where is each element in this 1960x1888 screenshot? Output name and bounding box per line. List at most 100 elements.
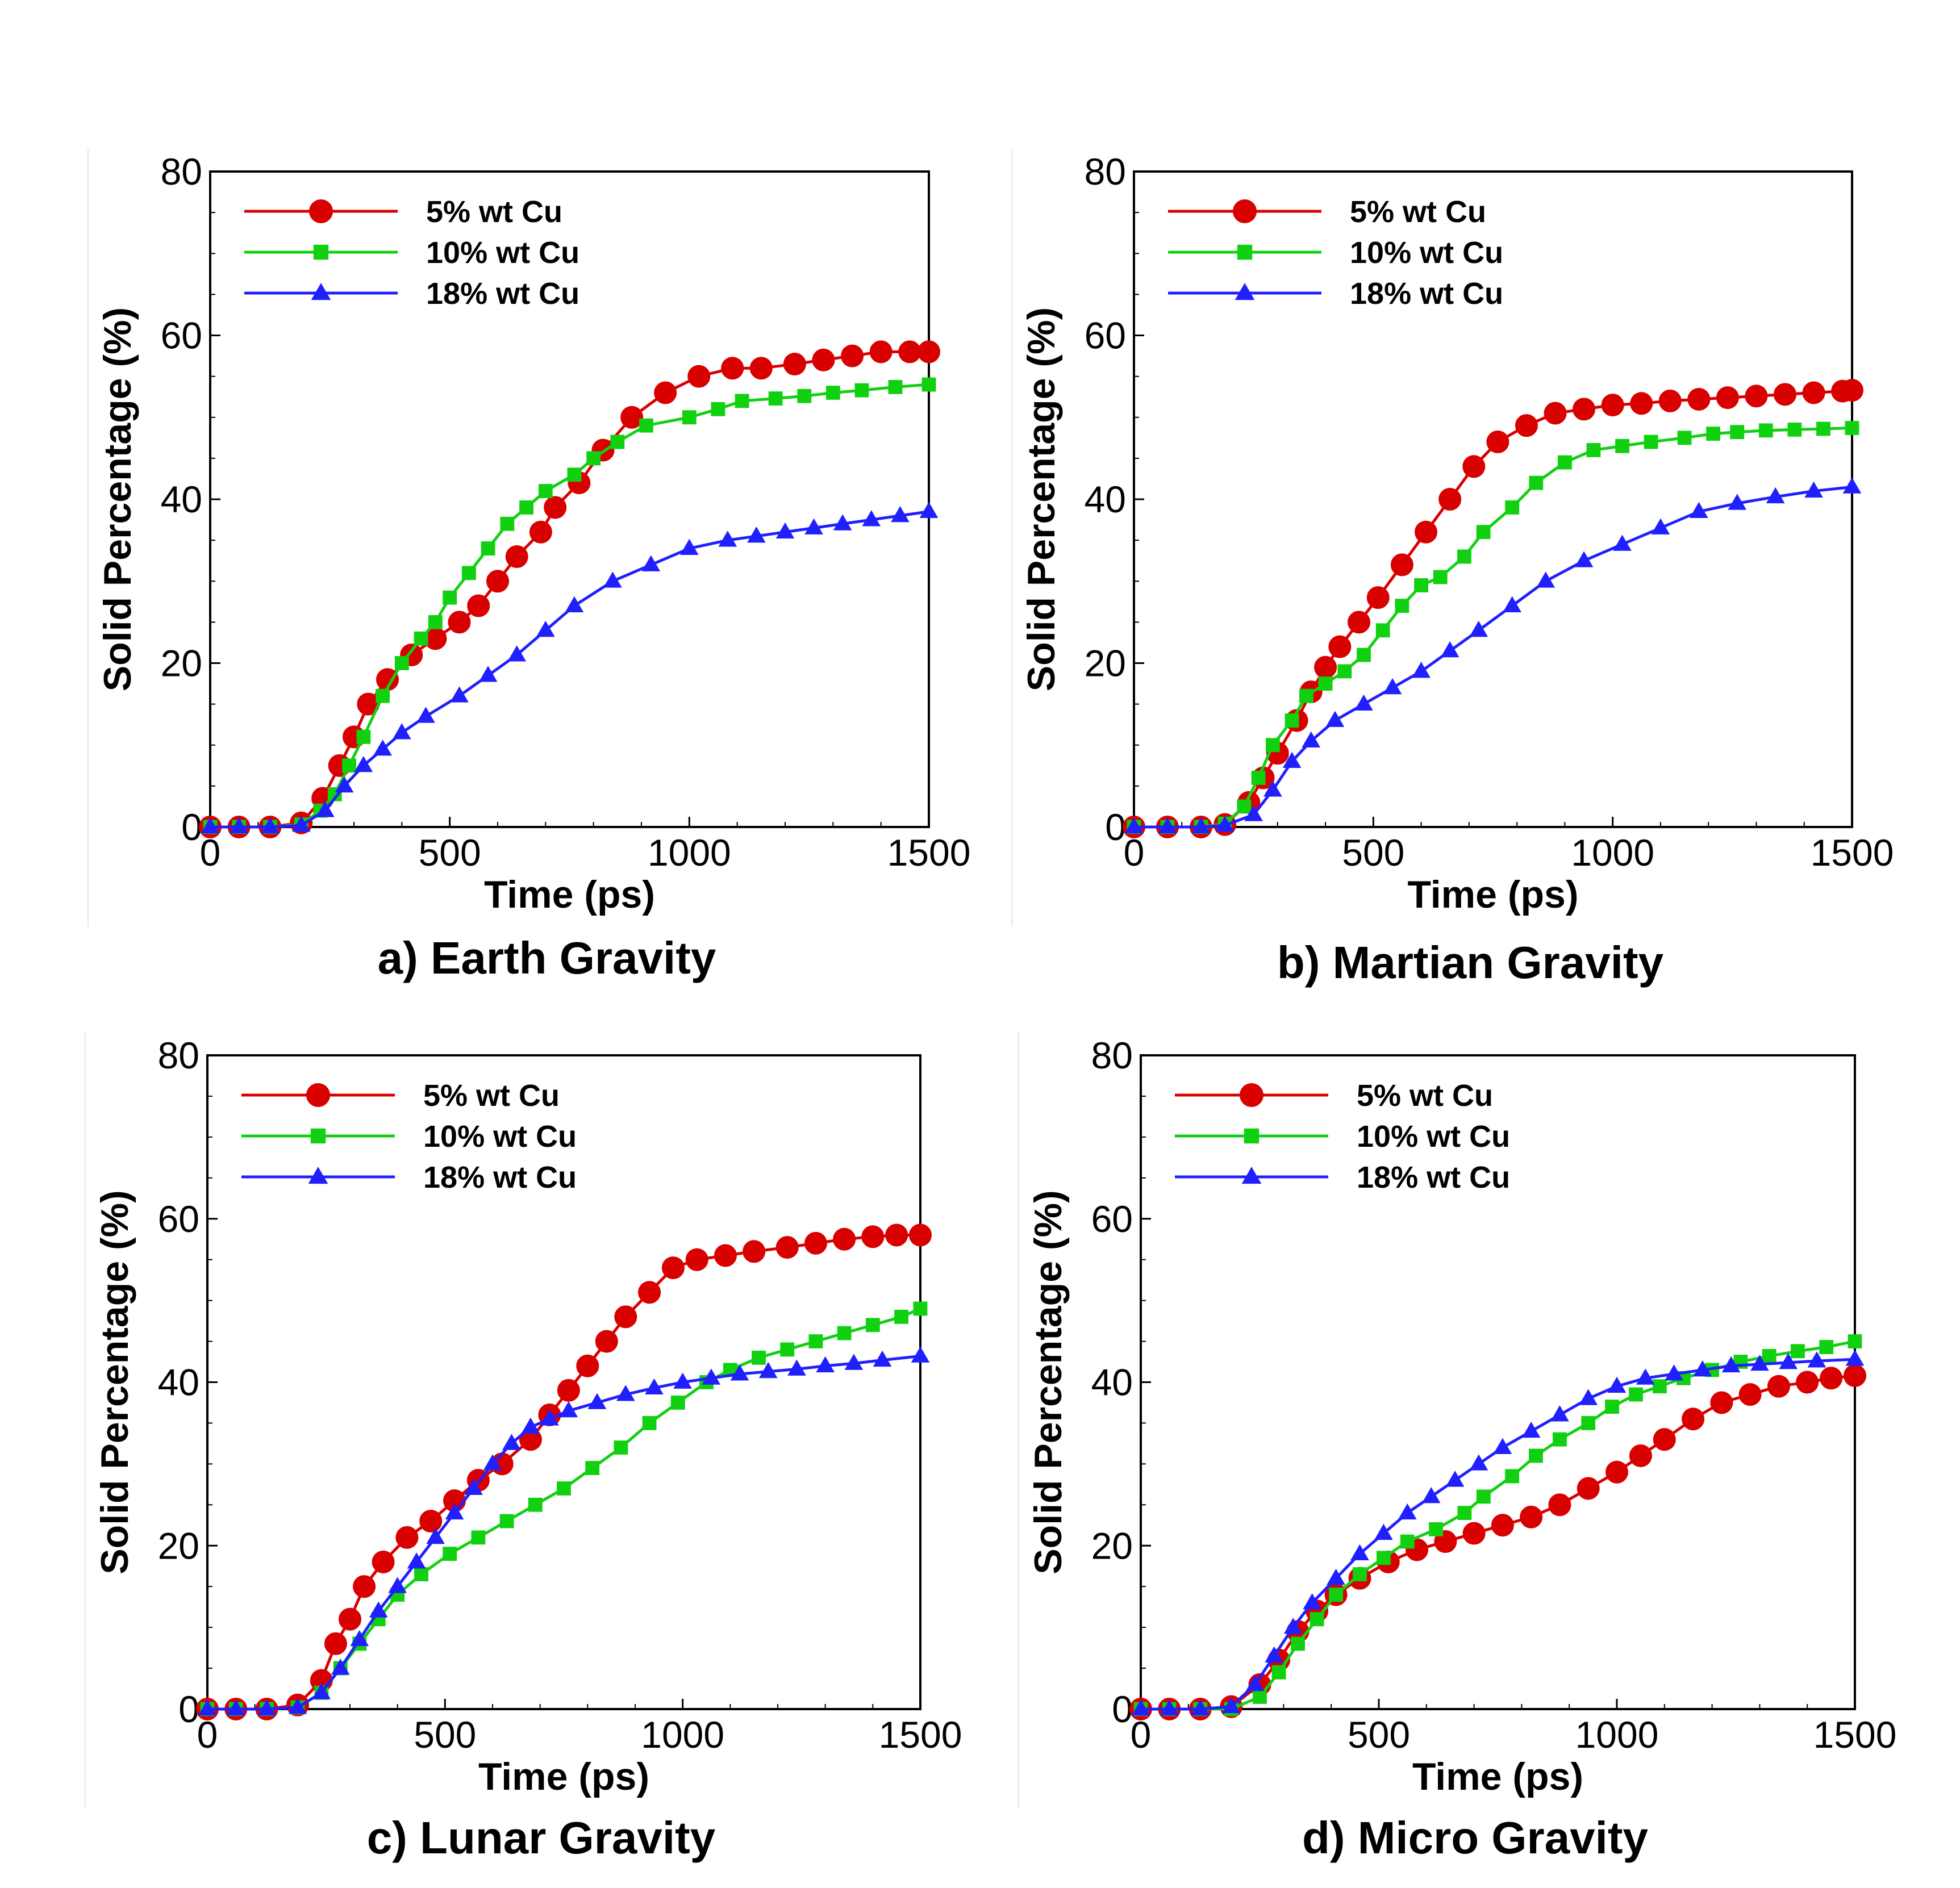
data-point xyxy=(1845,421,1859,435)
data-point xyxy=(1469,1454,1488,1471)
data-point xyxy=(844,1354,864,1370)
data-point xyxy=(1841,379,1863,402)
data-point xyxy=(837,1326,852,1340)
legend-marker xyxy=(308,1167,328,1184)
data-point xyxy=(682,410,697,425)
data-point xyxy=(885,1223,908,1247)
y-tick-label: 40 xyxy=(161,478,202,520)
data-point xyxy=(639,418,653,433)
data-point xyxy=(1263,780,1282,797)
data-point xyxy=(1520,1505,1543,1528)
panel-caption: b) Martian Gravity xyxy=(1277,937,1664,988)
data-point xyxy=(481,541,495,555)
data-point xyxy=(1577,1477,1600,1500)
x-tick-label: 0 xyxy=(1124,832,1145,874)
data-point xyxy=(529,520,552,544)
x-tick-label: 0 xyxy=(200,832,221,874)
y-axis-label: Solid Percentage (%) xyxy=(1027,1190,1070,1574)
data-point xyxy=(1766,487,1785,504)
data-point xyxy=(1383,678,1402,695)
data-point xyxy=(1476,525,1491,540)
data-point xyxy=(714,1244,737,1267)
data-point xyxy=(257,1699,276,1716)
data-point xyxy=(288,1698,307,1714)
data-point xyxy=(1283,1618,1303,1634)
data-point xyxy=(797,389,812,403)
x-tick-label: 0 xyxy=(197,1714,218,1756)
data-point xyxy=(499,1514,514,1528)
data-point xyxy=(1445,1471,1465,1487)
data-point xyxy=(804,1231,827,1255)
data-point xyxy=(1245,1674,1265,1691)
y-axis-label: Solid Percentage (%) xyxy=(93,1190,136,1574)
chart-panel-4: 0 500 1000 1500 0 20 40 60 80 Time (ps) Solid Perc… xyxy=(1018,1033,1896,1863)
data-point xyxy=(557,1379,580,1402)
x-axis-label: Time (ps) xyxy=(1412,1755,1583,1798)
data-point xyxy=(1400,1534,1415,1549)
data-point xyxy=(891,506,910,523)
data-point xyxy=(909,1223,932,1247)
data-point xyxy=(1354,694,1373,711)
data-point xyxy=(1550,1405,1569,1422)
data-point xyxy=(1605,1460,1628,1484)
data-point xyxy=(1710,1391,1733,1414)
legend-label: 18% wt Cu xyxy=(1350,277,1503,311)
data-point xyxy=(414,631,428,646)
data-point xyxy=(614,1305,637,1329)
data-point xyxy=(1462,455,1486,478)
data-point xyxy=(1579,1389,1598,1405)
data-point xyxy=(685,1248,708,1271)
data-point xyxy=(519,500,533,515)
data-point xyxy=(1762,1349,1776,1363)
data-point xyxy=(1644,435,1658,449)
data-point xyxy=(816,1356,835,1373)
data-point xyxy=(394,656,409,670)
x-tick-label: 1000 xyxy=(641,1714,724,1756)
data-point xyxy=(1350,1544,1369,1561)
data-point xyxy=(1665,1364,1683,1381)
data-point xyxy=(1807,1351,1826,1368)
data-point xyxy=(1816,421,1830,436)
x-tick-label: 500 xyxy=(419,832,481,874)
data-point xyxy=(1796,1371,1819,1394)
data-point xyxy=(1787,422,1802,437)
data-point xyxy=(812,348,835,371)
y-tick-label: 20 xyxy=(1085,642,1126,684)
data-point xyxy=(1302,731,1321,747)
y-tick-label: 0 xyxy=(181,806,202,848)
data-point xyxy=(1158,817,1177,834)
data-point xyxy=(1469,620,1488,637)
data-point xyxy=(1845,1350,1865,1366)
data-point xyxy=(1802,381,1825,404)
data-point xyxy=(1412,662,1431,678)
data-point xyxy=(1457,1506,1472,1521)
legend-label: 18% wt Cu xyxy=(426,277,579,311)
data-point xyxy=(354,755,373,772)
data-point xyxy=(586,451,601,466)
data-point xyxy=(743,1240,766,1263)
data-point xyxy=(1573,398,1596,421)
data-point xyxy=(1791,1344,1805,1359)
data-point xyxy=(1804,481,1823,498)
data-point xyxy=(1658,389,1682,412)
panel-caption: a) Earth Gravity xyxy=(378,933,716,983)
data-point xyxy=(1438,488,1462,511)
data-point xyxy=(616,1385,635,1401)
data-point xyxy=(576,1354,599,1377)
legend-label: 5% wt Cu xyxy=(1357,1079,1493,1113)
legend-label: 10% wt Cu xyxy=(426,236,579,270)
data-point xyxy=(1842,477,1862,494)
data-point xyxy=(1745,385,1768,408)
data-point xyxy=(749,357,773,380)
data-point xyxy=(1318,676,1333,691)
data-point xyxy=(1282,751,1302,768)
data-point xyxy=(1574,551,1594,567)
data-point xyxy=(1548,1493,1571,1517)
legend-label: 5% wt Cu xyxy=(423,1079,560,1113)
data-point xyxy=(1251,771,1266,785)
x-tick-label: 1000 xyxy=(648,832,731,874)
data-point xyxy=(1629,1387,1643,1402)
y-tick-label: 40 xyxy=(1091,1361,1133,1404)
data-point xyxy=(1630,392,1653,415)
data-point xyxy=(1221,1697,1241,1714)
